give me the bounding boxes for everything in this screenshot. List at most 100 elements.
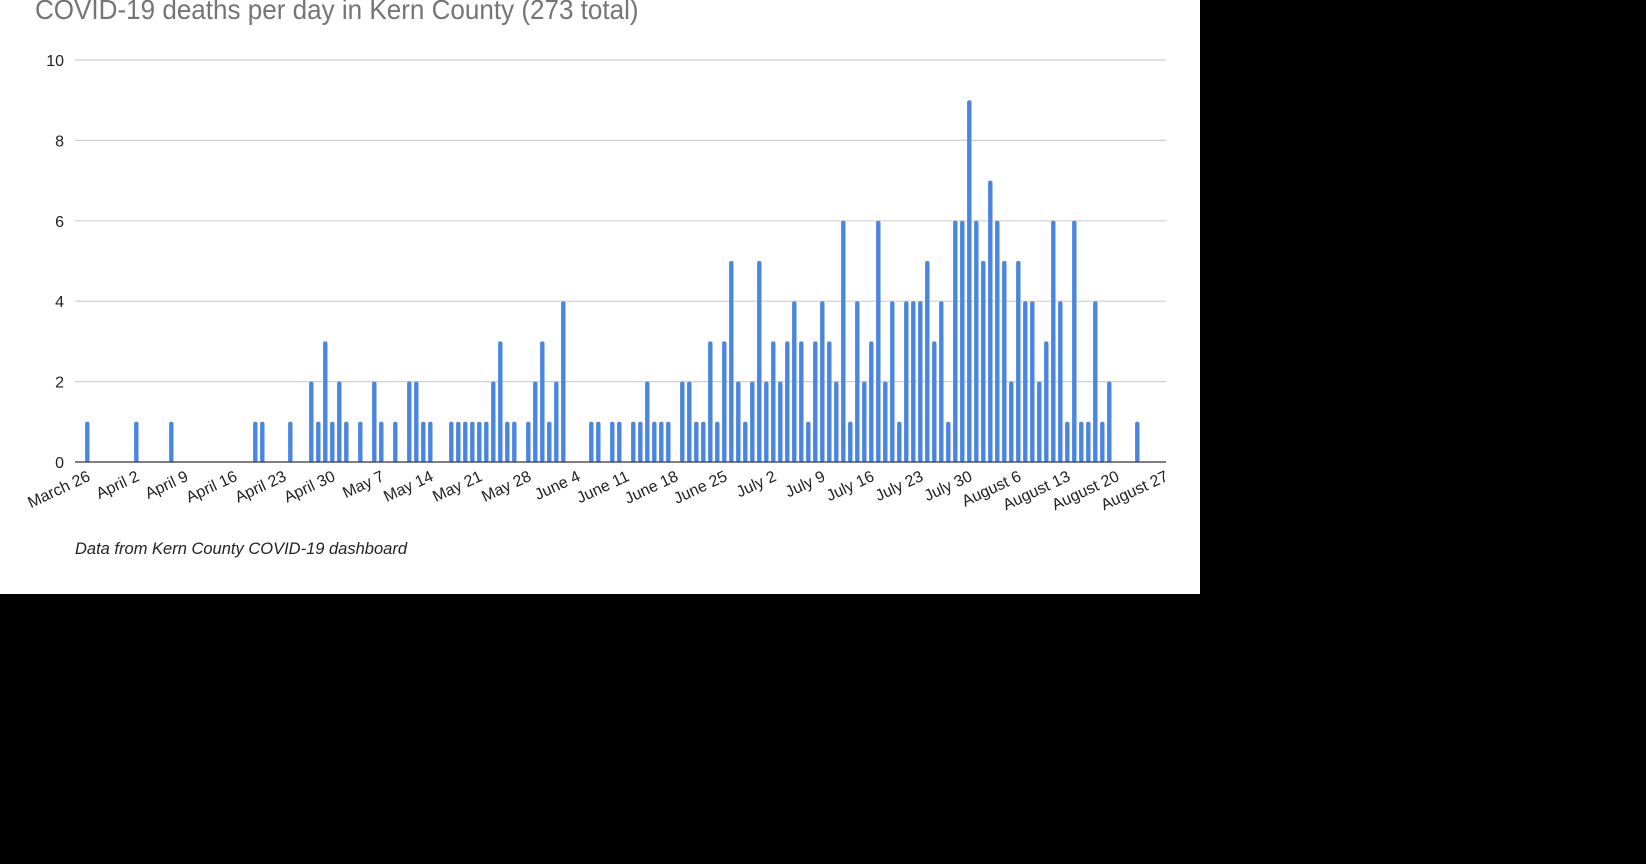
bars [85,100,1140,462]
bar [631,421,636,462]
bar [379,421,384,462]
bar [701,421,706,462]
bar [1044,341,1049,462]
bar [337,381,342,462]
x-tick-label: April 2 [94,468,142,503]
bar [1093,301,1098,462]
bar [610,421,615,462]
bar [309,381,314,462]
bar [526,421,531,462]
bar [1086,421,1091,462]
chart-panel: COVID-19 deaths per day in Kern County (… [0,0,1200,594]
x-tick-label: May 28 [479,468,534,506]
x-tick-label: June 25 [671,468,730,508]
bar [1030,301,1035,462]
bar [771,341,776,462]
y-axis-ticks: 0 2 4 6 8 10 [46,53,64,472]
bar [911,301,916,462]
bar [904,301,909,462]
bar [890,301,895,462]
bar [414,381,419,462]
bar [1072,220,1077,462]
bar [995,220,1000,462]
y-tick-label: 10 [46,53,64,70]
bar [967,100,972,462]
bar [1037,381,1042,462]
bar [505,421,510,462]
bar [316,421,321,462]
x-tick-label: May 7 [340,468,387,502]
bar [512,421,517,462]
bar [323,341,328,462]
x-tick-label: March 26 [25,468,93,512]
bar [638,421,643,462]
bar [897,421,902,462]
bar [925,261,930,462]
source-note: Data from Kern County COVID-19 dashboard [75,540,407,558]
bar [792,301,797,462]
bar [554,381,559,462]
bar [456,421,461,462]
bar [596,421,601,462]
x-tick-label: July 23 [873,468,926,505]
x-tick-label: May 21 [430,468,485,506]
bar [652,421,657,462]
bar [715,421,720,462]
bar [1135,421,1140,462]
bar [372,381,377,462]
bar [750,381,755,462]
bar [1079,421,1084,462]
bar [694,421,699,462]
bar [743,421,748,462]
bar [778,381,783,462]
x-tick-label: July 2 [734,468,779,501]
x-tick-label: April 16 [184,468,240,506]
bar [736,381,741,462]
bar [953,220,958,462]
bar [477,421,482,462]
bar [974,220,979,462]
bar [1065,421,1070,462]
y-tick-label: 0 [55,455,64,472]
bar [260,421,265,462]
bar [722,341,727,462]
bar [855,301,860,462]
bar [862,381,867,462]
bar [799,341,804,462]
bar [834,381,839,462]
bar [659,421,664,462]
bar [533,381,538,462]
bar [330,421,335,462]
bar [1100,421,1105,462]
bar [869,341,874,462]
bar [666,421,671,462]
x-tick-label: May 14 [381,468,436,506]
x-tick-label: April 30 [282,468,338,506]
y-tick-label: 8 [55,133,64,150]
bar [561,301,566,462]
bar [540,341,545,462]
bar [932,341,937,462]
bar [1023,301,1028,462]
bar [85,421,90,462]
bar [498,341,503,462]
bar [1002,261,1007,462]
bar [939,301,944,462]
bar [883,381,888,462]
y-tick-label: 6 [55,214,64,231]
bar [253,421,258,462]
chart-title: COVID-19 deaths per day in Kern County (… [35,0,639,25]
bar [547,421,552,462]
bar [470,421,475,462]
bar [428,421,433,462]
bar [708,341,713,462]
bar [806,421,811,462]
bar [848,421,853,462]
x-tick-label: April 9 [143,468,191,503]
bar [918,301,923,462]
bar [589,421,594,462]
bar [134,421,139,462]
bar [393,421,398,462]
